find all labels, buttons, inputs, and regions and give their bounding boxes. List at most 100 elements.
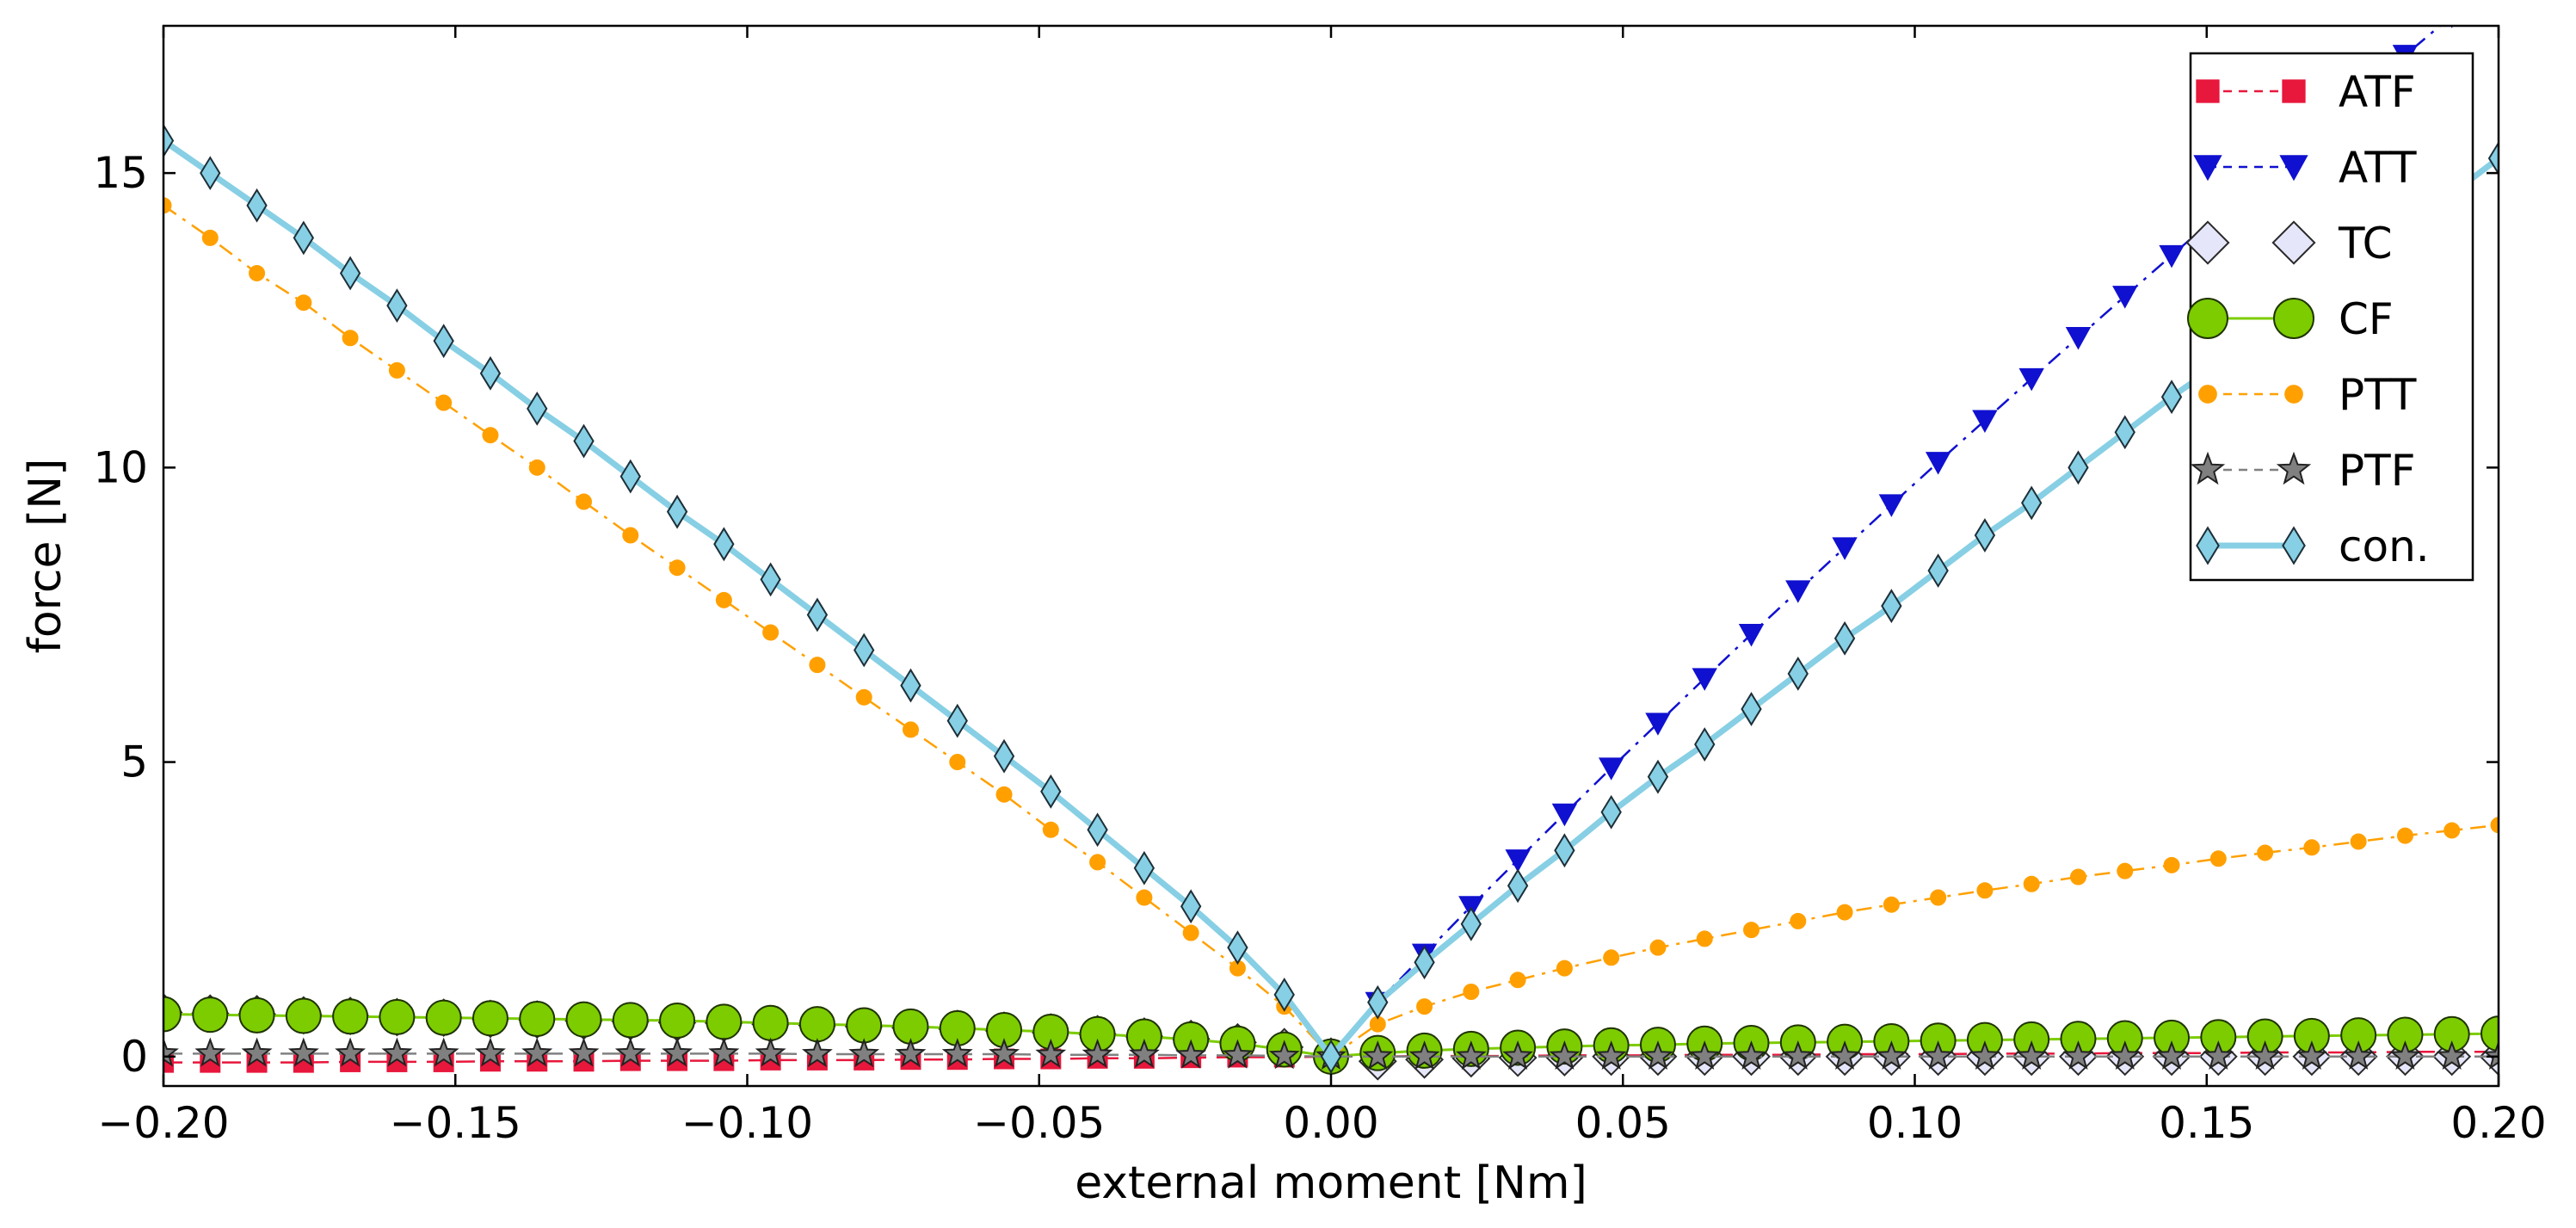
data-point-con [806, 597, 829, 633]
data-point-con [1647, 759, 1669, 794]
data-point-ptf [1922, 1040, 1954, 1071]
x-tick-label: 0.05 [1575, 1098, 1671, 1148]
data-point-cf [163, 996, 182, 1033]
data-point-ptf [1595, 1040, 1627, 1071]
data-point-con [2487, 141, 2499, 176]
data-point-ptf [2343, 1040, 2375, 1071]
data-point-con [1600, 794, 1622, 830]
data-point-con [854, 633, 875, 668]
data-point-att [1925, 452, 1951, 475]
legend-label-ptf: PTF [2339, 446, 2415, 496]
legend-entry-atf: ATF [2196, 67, 2416, 117]
data-point-con [2160, 380, 2183, 415]
legend-label-att: ATT [2339, 143, 2417, 193]
legend-entry-ptt: PTT [2198, 370, 2417, 420]
data-point-ptt [855, 688, 872, 706]
data-point-ptf [287, 1037, 319, 1067]
legend-entry-cf: CF [2187, 294, 2394, 344]
data-point-ptf [2109, 1040, 2141, 1071]
data-point-ptf [941, 1038, 973, 1068]
series-line-ptf [163, 1052, 2499, 1058]
data-point-con [1460, 906, 1482, 941]
data-point-con [339, 256, 361, 291]
data-point-ptt [715, 591, 732, 608]
data-point-ptt [435, 394, 453, 411]
legend-label-con: con. [2339, 521, 2430, 571]
data-point-att [1505, 849, 1531, 873]
data-point-ptf [895, 1038, 927, 1068]
y-tick-label: 15 [93, 148, 148, 198]
data-point-ptt [201, 229, 219, 246]
data-point-ptt [163, 197, 172, 214]
data-point-con [1273, 977, 1295, 1012]
data-point-cf [565, 1001, 602, 1038]
data-point-con [666, 494, 688, 529]
data-point-con [293, 220, 315, 256]
data-point-ptf [241, 1037, 273, 1067]
data-point-att [2112, 286, 2138, 309]
data-point-ptt [1836, 904, 1853, 921]
data-point-ptt [995, 786, 1013, 803]
legend-marker-atf [2196, 79, 2220, 103]
data-point-con [2114, 415, 2135, 450]
data-point-ptt [1556, 960, 1573, 977]
data-point-ptf [428, 1037, 459, 1067]
data-point-ptf [2436, 1040, 2468, 1071]
data-point-cf [659, 1003, 696, 1040]
data-point-ptf [1362, 1040, 1394, 1071]
data-point-con [713, 527, 735, 562]
data-point-cf [752, 1004, 789, 1041]
data-point-con [1741, 692, 1762, 726]
legend-marker-att [2193, 155, 2222, 182]
x-tick-label: −0.15 [390, 1098, 521, 1148]
data-point-ptt [1790, 912, 1807, 929]
data-point-con [1554, 833, 1575, 868]
data-point-con [760, 562, 781, 597]
data-point-ptt [1930, 889, 1947, 906]
axes-layer: −0.20 −0.15 −0.10 −0.05 0.00 0.05 0.10 0.15 0.20… [93, 26, 2547, 1148]
data-point-ptt [2257, 844, 2274, 861]
data-point-con [900, 668, 921, 703]
data-point-cf [425, 999, 462, 1036]
data-point-ptt [669, 559, 686, 577]
data-point-ptt [1649, 939, 1667, 956]
data-point-ptf [1782, 1040, 1814, 1071]
data-point-ptt [2163, 856, 2180, 873]
data-point-cf [332, 998, 369, 1035]
data-point-cf [706, 1003, 743, 1040]
data-point-ptt [2023, 875, 2040, 892]
data-point-ptf [755, 1037, 786, 1067]
data-point-con [1087, 812, 1108, 848]
data-point-ptt [482, 427, 499, 444]
data-point-ptf [1128, 1038, 1160, 1069]
data-point-ptf [2156, 1040, 2188, 1071]
data-point-con [1133, 850, 1156, 886]
data-point-con [1180, 889, 1202, 924]
legend: ATF ATT TC CF PTT PTF con. [2185, 52, 2474, 582]
data-point-ptf [1268, 1040, 1300, 1070]
data-point-ptt [342, 330, 359, 347]
data-point-ptt [295, 294, 312, 312]
data-point-ptt [576, 493, 593, 510]
data-point-ptf [1222, 1039, 1254, 1069]
data-point-att [1692, 668, 1717, 691]
legend-entry-att: ATT [2193, 143, 2417, 193]
data-point-con [2021, 485, 2043, 521]
data-point-ptf [335, 1037, 367, 1067]
legend-label-atf: ATF [2339, 67, 2416, 117]
data-point-ptf [2296, 1040, 2327, 1071]
data-point-ptt [2303, 839, 2320, 856]
data-point-con [1227, 930, 1248, 966]
legend-marker-ptt [2284, 385, 2303, 404]
data-point-cf [519, 1000, 556, 1037]
data-point-ptt [249, 264, 266, 281]
data-point-ptt [949, 754, 966, 771]
data-point-ptf [568, 1037, 600, 1067]
data-point-ptt [1883, 896, 1900, 913]
data-point-ptt [2396, 827, 2413, 844]
data-point-ptf [1035, 1038, 1067, 1069]
legend-marker-tc [2271, 220, 2316, 265]
legend-entry-tc: TC [2185, 219, 2393, 268]
data-point-att [2018, 367, 2044, 392]
x-tick-label: −0.20 [97, 1098, 229, 1148]
